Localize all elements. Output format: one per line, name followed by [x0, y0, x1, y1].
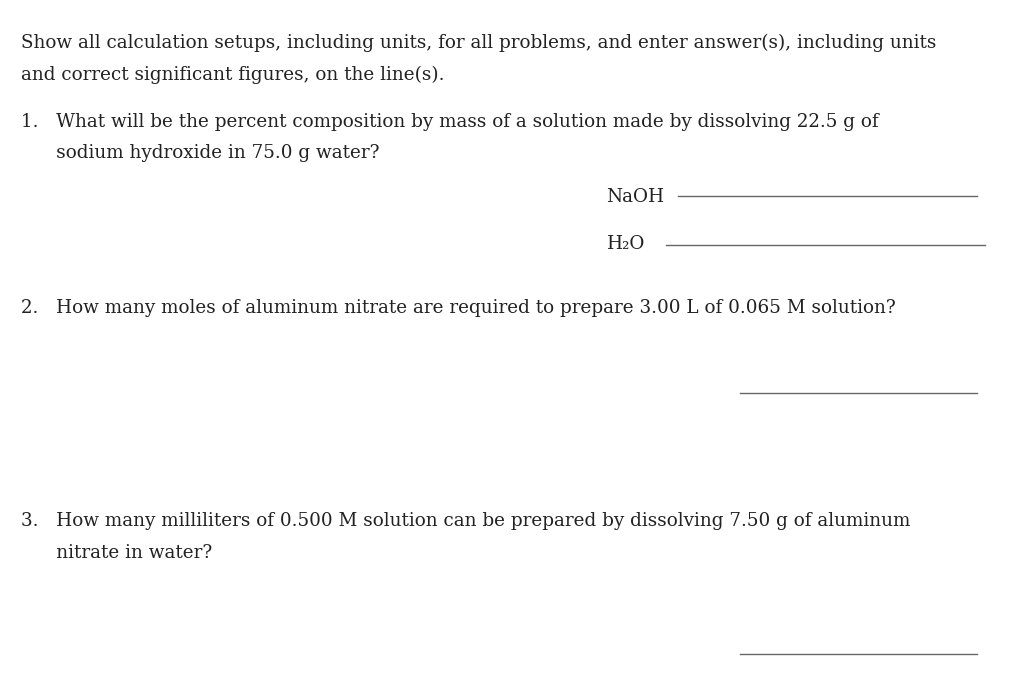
Text: H₂O: H₂O	[607, 235, 645, 253]
Text: Show all calculation setups, including units, for all problems, and enter answer: Show all calculation setups, including u…	[21, 33, 935, 52]
Text: 2.   How many moles of aluminum nitrate are required to prepare 3.00 L of 0.065 : 2. How many moles of aluminum nitrate ar…	[21, 299, 895, 317]
Text: nitrate in water?: nitrate in water?	[21, 544, 212, 562]
Text: sodium hydroxide in 75.0 g water?: sodium hydroxide in 75.0 g water?	[21, 144, 379, 162]
Text: NaOH: NaOH	[607, 188, 665, 206]
Text: 3.   How many milliliters of 0.500 M solution can be prepared by dissolving 7.50: 3. How many milliliters of 0.500 M solut…	[21, 512, 910, 530]
Text: 1.   What will be the percent composition by mass of a solution made by dissolvi: 1. What will be the percent composition …	[21, 113, 878, 131]
Text: and correct significant figures, on the line(s).: and correct significant figures, on the …	[21, 66, 444, 84]
